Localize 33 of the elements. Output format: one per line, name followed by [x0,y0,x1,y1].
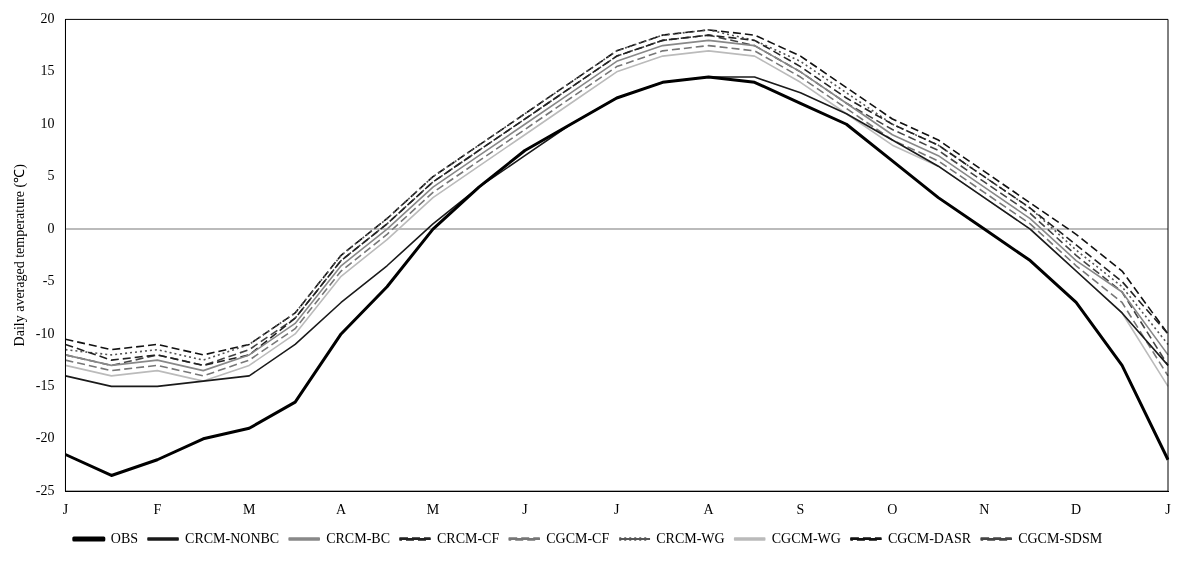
x-tick-label: J [614,502,620,518]
y-tick-label: -15 [35,378,55,394]
y-tick-label: 20 [40,11,55,27]
y-tick-label: -10 [35,325,55,341]
legend-label: CGCM-DASR [887,530,972,546]
x-tick-label: D [1071,502,1082,518]
legend-label: OBS [110,530,139,546]
y-tick-label: 0 [47,220,55,236]
y-tick-label: 10 [40,115,55,131]
x-tick-label: J [522,502,529,518]
x-tick-label: M [426,502,440,518]
x-tick-label: O [887,502,898,518]
legend-label: CRCM-WG [656,530,725,546]
x-tick-label: A [703,502,715,518]
y-tick-label: -20 [35,430,55,446]
y-tick-label: -5 [42,273,55,289]
legend-label: CRCM-BC [326,530,390,546]
legend-label: CGCM-WG [771,530,841,546]
legend-label: CRCM-CF [436,530,500,546]
legend-label: CGCM-CF [546,530,610,546]
legend-label: CRCM-NONBC [185,530,280,546]
x-tick-label: A [336,502,348,518]
y-tick-label: 15 [40,63,55,79]
x-tick-label: J [1165,502,1172,518]
x-tick-label: J [62,502,69,518]
y-axis-title: Daily averaged temperature (℃) [12,163,29,347]
legend-label: CGCM-SDSM [1018,530,1103,546]
x-tick-label: F [153,502,162,518]
y-tick-label: 5 [47,168,55,184]
x-tick-label: S [796,502,805,518]
x-tick-label: N [979,502,990,518]
y-tick-label: -25 [35,482,55,498]
x-tick-label: M [242,502,256,518]
